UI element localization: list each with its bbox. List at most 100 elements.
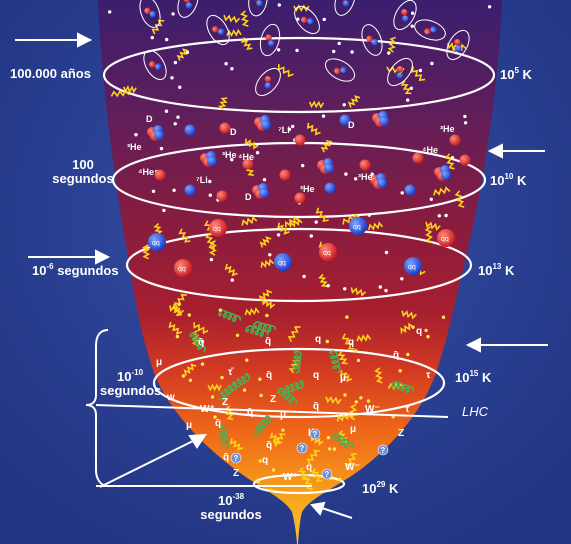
- atom-orbit: [414, 19, 446, 41]
- plasma-symbol: w: [166, 392, 175, 403]
- particle-dot: [463, 114, 467, 119]
- plasma-symbol: W⁻: [345, 462, 360, 473]
- label-temp-1e10: 1010 K: [490, 172, 527, 188]
- unknown-particle: ?: [321, 468, 333, 480]
- particle-dot: [321, 114, 326, 118]
- photon: [350, 287, 367, 297]
- plasma-symbol: q̄: [247, 407, 253, 418]
- atom-proton: [366, 35, 373, 43]
- particle-dot: [181, 374, 186, 378]
- atom-orbit: [387, 57, 413, 87]
- nucleus-symbol: ⁴He: [238, 152, 254, 162]
- atom-orbit: [177, 0, 199, 18]
- atom: [361, 24, 383, 56]
- atom-orbit: [255, 67, 281, 97]
- atom-orbit: [361, 24, 383, 56]
- particle-dot: [406, 98, 410, 102]
- photon: [410, 66, 426, 82]
- photon: [444, 153, 455, 170]
- label-time-100000-years: 100.000 años: [10, 66, 91, 81]
- plasma-symbol: μ̄: [340, 373, 348, 384]
- particle-dot: [296, 17, 300, 21]
- hadron-layer: qq qq qq qq qq qq qq qq: [148, 217, 455, 277]
- plasma-symbol: q̄: [223, 452, 229, 463]
- hadron-body: [404, 257, 422, 275]
- plasma-symbol: W⁻: [365, 404, 380, 415]
- plasma-symbol: q̄: [215, 418, 221, 429]
- arrow-right-lower: [465, 337, 548, 353]
- atom-proton: [212, 26, 219, 33]
- label-time-100-value: 100: [72, 157, 94, 172]
- nuclei-layer: [147, 111, 471, 204]
- atom-proton: [401, 9, 408, 16]
- particle-dot: [175, 334, 180, 339]
- particle-dot: [164, 109, 169, 113]
- label-temp-1e15: 1015 K: [455, 369, 491, 385]
- particle-dot: [276, 233, 281, 237]
- particle-dot: [271, 468, 276, 472]
- photon: [245, 138, 259, 150]
- gluon-layer: [188, 309, 415, 450]
- label-temp-1e10-unit: K: [513, 173, 527, 188]
- nucleus-symbol: D: [230, 127, 237, 137]
- particle-dot: [314, 220, 318, 224]
- particle-dot: [309, 234, 313, 238]
- atom-proton: [144, 7, 151, 15]
- photon: [241, 216, 258, 226]
- photon: [374, 367, 384, 384]
- atom-orbit: [143, 49, 167, 81]
- plasma-symbol: τ̄: [228, 367, 234, 378]
- bracket-group: [85, 329, 449, 487]
- nucleus-neutron: [184, 124, 196, 136]
- particle-dot: [409, 86, 413, 91]
- plasma-symbol: Z: [222, 397, 228, 408]
- photon: [297, 467, 308, 481]
- photon: [287, 326, 301, 343]
- particle-dot: [245, 358, 249, 362]
- particle-dot: [367, 213, 371, 217]
- ring-1e-6-seconds: [125, 227, 473, 303]
- nucleus-symbol: ³He: [440, 124, 455, 134]
- photon: [207, 383, 222, 392]
- particle-dot: [359, 396, 363, 400]
- gluon: [217, 309, 242, 323]
- nucleus-proton: [216, 190, 228, 202]
- atom-orbit: [334, 0, 356, 16]
- atom-proton: [334, 67, 341, 74]
- photon: [204, 232, 215, 249]
- atom-neutron: [342, 0, 350, 7]
- particle-dot: [200, 362, 205, 366]
- label-time-1e-10-base: 10: [116, 369, 132, 384]
- atom-neutron: [185, 2, 193, 9]
- atom-orbit: [446, 29, 470, 61]
- label-temp-1e29-exp: 29: [376, 479, 386, 489]
- particle-dot: [384, 288, 388, 293]
- nucleus: [370, 173, 387, 189]
- arrow-right-mid: [487, 143, 545, 159]
- label-temp-1e13-base: 10: [478, 263, 493, 278]
- gluon: [292, 350, 302, 375]
- plasma-symbol: q̄: [198, 337, 204, 348]
- particle-dot: [200, 340, 205, 344]
- gluon: [254, 414, 272, 436]
- particle-dot: [151, 189, 156, 193]
- particle-dot: [258, 377, 262, 381]
- particle-dot: [342, 103, 346, 107]
- hadron-body: [349, 217, 367, 235]
- particle-dot: [173, 122, 177, 126]
- label-temp-1e15-base: 10: [455, 370, 470, 385]
- atom-neutron: [264, 82, 271, 89]
- photon: [193, 322, 209, 335]
- photon: [424, 226, 433, 243]
- particle-dot: [291, 124, 295, 129]
- hadron-quarks: qq: [408, 264, 416, 271]
- photon: [401, 310, 417, 320]
- label-temp-1e5-base: 10: [500, 67, 515, 82]
- photon: [224, 263, 238, 277]
- nucleus: [324, 182, 336, 194]
- nucleus: [242, 158, 254, 170]
- particle-dot: [187, 313, 191, 317]
- atom-neutron: [307, 17, 314, 25]
- unknown-particle: ?: [296, 442, 308, 454]
- particle-dot: [418, 68, 423, 73]
